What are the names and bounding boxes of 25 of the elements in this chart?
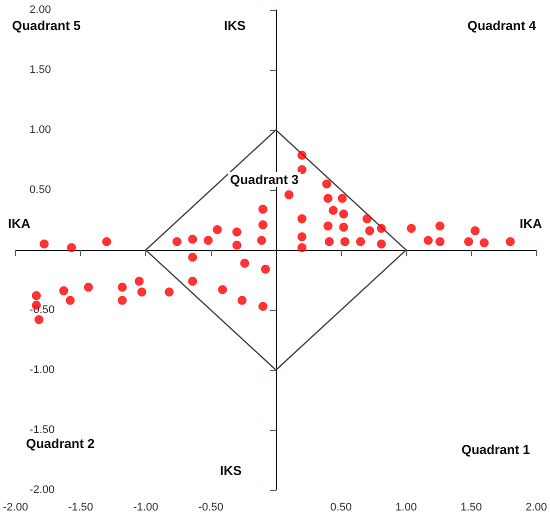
y-tick-label: -0.50 bbox=[30, 304, 55, 316]
y-tick-label: -2.00 bbox=[30, 484, 55, 496]
x-tick-label: 0.50 bbox=[330, 502, 352, 513]
annotation: IKS bbox=[224, 18, 246, 33]
y-tick-label: 1.00 bbox=[30, 124, 51, 136]
annotation: Quadrant 2 bbox=[26, 436, 95, 451]
y-tick-label: 2.00 bbox=[30, 4, 51, 16]
annotation: IKS bbox=[220, 463, 242, 478]
y-tick-label: 0.50 bbox=[30, 184, 51, 196]
y-tick-label: 1.50 bbox=[30, 64, 51, 76]
y-tick-label: -1.50 bbox=[30, 424, 55, 436]
x-tick-label: 1.00 bbox=[395, 502, 417, 513]
x-tick-label: 2.00 bbox=[526, 502, 548, 513]
y-tick-label: -1.00 bbox=[30, 364, 55, 376]
x-tick-label: -1.50 bbox=[68, 502, 94, 513]
annotation: Quadrant 5 bbox=[12, 18, 81, 33]
x-tick-label: -1.00 bbox=[133, 502, 158, 513]
annotation: Quadrant 3 bbox=[230, 172, 299, 187]
annotation: Quadrant 4 bbox=[467, 18, 537, 33]
annotation: IKA bbox=[8, 216, 31, 231]
x-tick-label: -2.00 bbox=[2, 502, 28, 513]
x-tick-label: 1.50 bbox=[460, 502, 482, 513]
annotation: Quadrant 1 bbox=[461, 442, 530, 457]
x-tick-label: -0.50 bbox=[198, 502, 224, 513]
annotation: IKA bbox=[520, 216, 543, 231]
